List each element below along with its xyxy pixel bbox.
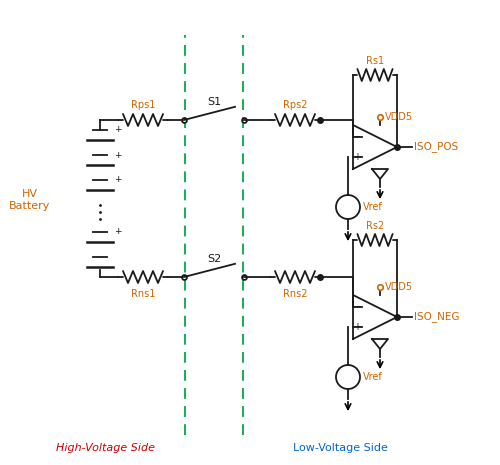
Text: ISO_NEG: ISO_NEG (414, 312, 460, 322)
Text: Vref: Vref (363, 372, 383, 382)
Text: Low-Voltage Side: Low-Voltage Side (292, 443, 388, 453)
Text: S1: S1 (207, 97, 221, 107)
Text: Rns2: Rns2 (283, 289, 307, 299)
Text: +: + (353, 152, 361, 162)
Text: −: − (353, 132, 361, 142)
Text: Rs2: Rs2 (366, 221, 384, 231)
Text: S2: S2 (207, 254, 221, 264)
Text: Rs1: Rs1 (366, 56, 384, 66)
Text: Rps2: Rps2 (283, 100, 307, 110)
Text: Rps1: Rps1 (131, 100, 155, 110)
Text: +: + (114, 126, 122, 134)
Text: Vref: Vref (363, 202, 383, 212)
Text: Rns1: Rns1 (131, 289, 155, 299)
Text: +: + (114, 227, 122, 237)
Text: ISO_POS: ISO_POS (414, 141, 458, 153)
Text: +: + (114, 151, 122, 159)
Text: High-Voltage Side: High-Voltage Side (56, 443, 154, 453)
Text: −: − (353, 302, 361, 312)
Text: VDD5: VDD5 (385, 112, 413, 122)
Text: +: + (114, 175, 122, 185)
Text: +: + (353, 322, 361, 332)
Text: VDD5: VDD5 (385, 282, 413, 292)
Text: HV
Battery: HV Battery (10, 189, 50, 211)
